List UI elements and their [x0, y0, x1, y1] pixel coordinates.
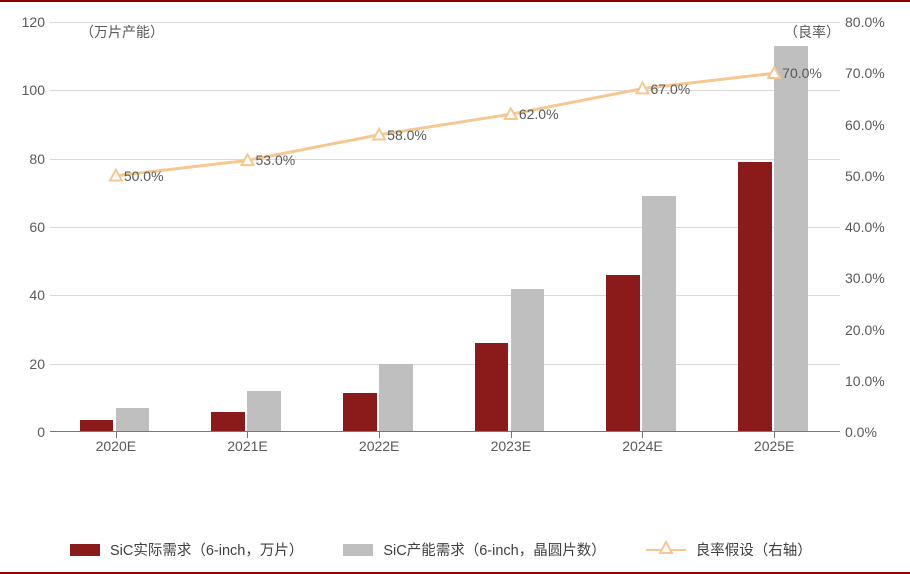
- line-value-label: 50.0%: [124, 168, 164, 184]
- line-layer: [50, 22, 840, 432]
- x-tick-label: 2020E: [96, 438, 136, 454]
- line-value-label: 70.0%: [782, 65, 822, 81]
- y2-tick-label: 70.0%: [845, 65, 905, 81]
- y2-tick-label: 50.0%: [845, 168, 905, 184]
- legend: SiC实际需求（6-inch，万片） SiC产能需求（6-inch，晶圆片数） 良率…: [70, 539, 840, 560]
- chart-container: （万片产能） （良率） 0204060801001200.0%10.0%20.0…: [0, 0, 910, 574]
- y1-tick-label: 60: [5, 219, 45, 235]
- y2-tick-label: 0.0%: [845, 424, 905, 440]
- line-value-label: 53.0%: [256, 152, 296, 168]
- legend-item-yield: 良率假设（右轴）: [646, 539, 812, 560]
- x-tick: [642, 432, 643, 438]
- y1-tick-label: 20: [5, 356, 45, 372]
- y1-tick-label: 40: [5, 287, 45, 303]
- legend-swatch: [343, 544, 373, 556]
- legend-line-swatch: [646, 543, 686, 557]
- y2-tick-label: 10.0%: [845, 373, 905, 389]
- plot-inner: 0204060801001200.0%10.0%20.0%30.0%40.0%5…: [50, 22, 840, 432]
- legend-item-sic_actual: SiC实际需求（6-inch，万片）: [70, 539, 303, 560]
- line-value-label: 62.0%: [519, 106, 559, 122]
- x-tick: [774, 432, 775, 438]
- x-tick-label: 2023E: [491, 438, 531, 454]
- legend-item-sic_capacity: SiC产能需求（6-inch，晶圆片数）: [343, 539, 605, 560]
- y2-tick-label: 60.0%: [845, 117, 905, 133]
- y1-tick-label: 120: [5, 14, 45, 30]
- y2-tick-label: 40.0%: [845, 219, 905, 235]
- x-tick-label: 2025E: [754, 438, 794, 454]
- plot-area: （万片产能） （良率） 0204060801001200.0%10.0%20.0…: [50, 22, 840, 462]
- legend-label: SiC产能需求（6-inch，晶圆片数）: [383, 539, 605, 560]
- line-value-label: 67.0%: [651, 81, 691, 97]
- y2-tick-label: 20.0%: [845, 322, 905, 338]
- legend-swatch: [70, 544, 100, 556]
- legend-label: SiC实际需求（6-inch，万片）: [110, 539, 303, 560]
- y2-tick-label: 80.0%: [845, 14, 905, 30]
- y1-tick-label: 100: [5, 82, 45, 98]
- x-tick: [379, 432, 380, 438]
- x-tick: [247, 432, 248, 438]
- x-tick: [511, 432, 512, 438]
- x-tick-label: 2022E: [359, 438, 399, 454]
- y2-tick-label: 30.0%: [845, 270, 905, 286]
- x-tick-label: 2024E: [622, 438, 662, 454]
- y1-tick-label: 80: [5, 151, 45, 167]
- x-tick: [116, 432, 117, 438]
- x-tick-label: 2021E: [227, 438, 267, 454]
- y1-tick-label: 0: [5, 424, 45, 440]
- legend-label: 良率假设（右轴）: [696, 539, 812, 560]
- line-value-label: 58.0%: [387, 127, 427, 143]
